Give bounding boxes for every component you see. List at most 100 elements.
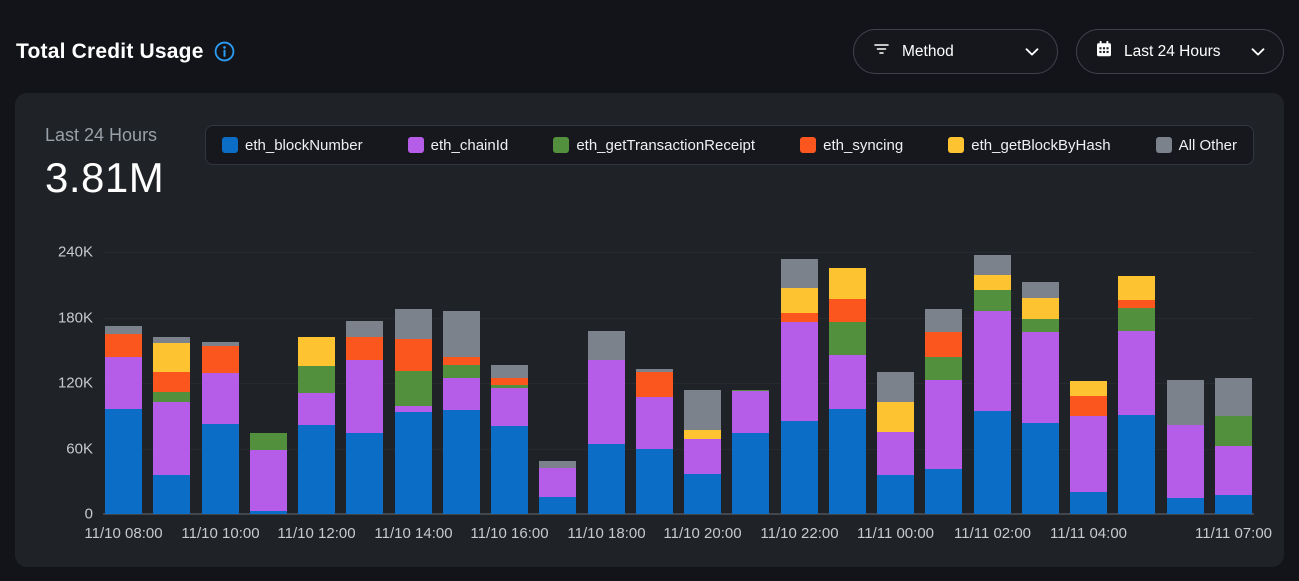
bar-segment <box>1214 415 1252 446</box>
x-axis: 11/10 08:00 11/10 10:00 11/10 12:00 11/10 1… <box>84 522 1272 552</box>
bar-segment <box>828 322 866 355</box>
bar-segment <box>491 387 528 427</box>
bar-segment <box>442 310 480 357</box>
y-axis-tick-label: 240K <box>57 243 93 261</box>
bar-segment <box>587 360 625 444</box>
bar-11-11-07-00[interactable] <box>1214 377 1252 514</box>
bar-segment <box>1021 331 1059 423</box>
bar-11-11-04-00[interactable] <box>1070 381 1107 514</box>
bar-segment <box>201 346 239 373</box>
bar-segment <box>298 366 335 394</box>
legend-item[interactable]: eth_blockNumber <box>222 137 363 154</box>
bar-segment <box>394 411 432 514</box>
info-icon[interactable] <box>214 41 235 62</box>
filter-buttons: Method <box>853 29 1284 74</box>
bar-11-10-17-00[interactable] <box>539 461 577 514</box>
bar-11-10-21-00[interactable] <box>732 389 770 514</box>
legend-label: eth_getTransactionReceipt <box>576 136 756 154</box>
legend-label: eth_syncing <box>823 136 904 154</box>
bar-11-11-01-00[interactable] <box>925 309 963 514</box>
bar-11-10-11-00[interactable] <box>249 432 287 514</box>
bar-segment <box>732 389 770 391</box>
bar-segment <box>877 401 914 432</box>
bar-segment <box>1118 307 1156 332</box>
bar-segment <box>201 372 239 424</box>
bar-segment <box>442 410 480 514</box>
bar-11-10-14-00[interactable] <box>394 309 432 514</box>
bar-segment <box>780 288 818 314</box>
y-axis-tick-label: 60K <box>66 440 93 457</box>
bar-segment <box>298 336 335 367</box>
x-axis-tick-label: 11/11 00:00 <box>856 525 935 542</box>
x-axis-tick-label: 11/11 02:00 <box>953 525 1032 542</box>
legend-item[interactable]: All Other <box>1155 137 1237 154</box>
bar-segment <box>1070 415 1107 492</box>
legend-item[interactable]: eth_syncing <box>800 137 903 154</box>
y-axis-tick-label: 0 <box>84 505 93 523</box>
bar-11-10-15-00[interactable] <box>442 310 480 514</box>
legend-item[interactable]: eth_getBlockByHash <box>948 137 1111 154</box>
bar-segment <box>491 384 528 388</box>
bar-11-10-13-00[interactable] <box>346 321 384 514</box>
bar-segment <box>877 431 914 476</box>
bar-segment <box>828 354 866 409</box>
bar-11-10-08-00[interactable] <box>105 326 142 514</box>
bar-segment <box>394 371 432 406</box>
bar-11-10-09-00[interactable] <box>153 336 191 514</box>
gridline <box>103 317 1254 319</box>
x-axis-tick-label: 11/10 22:00 <box>760 525 839 542</box>
bar-segment <box>973 290 1011 311</box>
bar-11-10-12-00[interactable] <box>298 336 335 514</box>
bar-segment <box>346 432 384 514</box>
bar-11-11-03-00[interactable] <box>1021 281 1059 514</box>
bar-segment <box>973 254 1011 275</box>
bar-segment <box>1070 491 1107 514</box>
bar-segment <box>153 391 191 402</box>
summary-period-label: Last 24 Hours <box>45 125 158 145</box>
bar-segment <box>539 496 577 514</box>
x-axis-tick-label: 11/10 18:00 <box>567 525 646 542</box>
bar-segment <box>1166 497 1204 514</box>
bar-segment <box>684 429 721 439</box>
bar-segment <box>442 365 480 378</box>
bar-segment <box>684 389 721 430</box>
bar-11-11-00-00[interactable] <box>877 371 914 514</box>
legend-item[interactable]: eth_chainId <box>407 137 508 154</box>
bar-segment <box>828 408 866 514</box>
bar-11-11-05-00[interactable] <box>1118 276 1156 514</box>
bar-11-10-19-00[interactable] <box>635 369 673 514</box>
bar-11-10-22-00[interactable] <box>780 259 818 514</box>
bar-11-10-18-00[interactable] <box>587 331 625 514</box>
bar-segment <box>973 274 1011 291</box>
bar-11-11-02-00[interactable] <box>973 254 1011 514</box>
summary: Last 24 Hours 3.81M <box>45 125 205 202</box>
bar-segment <box>1021 298 1059 320</box>
bar-segment <box>491 426 528 514</box>
gridline <box>103 448 1254 450</box>
bar-segment <box>1021 422 1059 514</box>
legend-swatch <box>800 137 817 153</box>
bar-segment <box>1070 395 1107 416</box>
bar-segment <box>491 365 528 378</box>
plot-area <box>103 252 1254 515</box>
bar-segment <box>346 360 384 433</box>
bar-segment <box>973 411 1011 514</box>
bar-segment <box>1214 445 1252 496</box>
bar-11-10-16-00[interactable] <box>491 365 528 514</box>
bar-segment <box>1118 300 1156 308</box>
bar-segment <box>973 310 1011 412</box>
legend-item[interactable]: eth_getTransactionReceipt <box>553 137 755 154</box>
chart-legend: eth_blockNumber eth_chainId eth_getTransac… <box>205 125 1254 165</box>
legend-label: eth_blockNumber <box>245 136 363 154</box>
bar-11-10-20-00[interactable] <box>684 389 721 514</box>
bar-segment <box>635 371 673 397</box>
time-range-button[interactable]: Last 24 Hours <box>1076 29 1284 74</box>
bars <box>103 252 1254 514</box>
bar-segment <box>1118 414 1156 514</box>
bar-11-10-23-00[interactable] <box>828 268 866 514</box>
method-filter-button[interactable]: Method <box>853 29 1058 74</box>
bar-11-11-06-00[interactable] <box>1166 380 1204 514</box>
bar-segment <box>732 390 770 433</box>
bar-11-10-10-00[interactable] <box>201 342 239 514</box>
x-axis-tick-label: 11/10 10:00 <box>181 525 260 542</box>
